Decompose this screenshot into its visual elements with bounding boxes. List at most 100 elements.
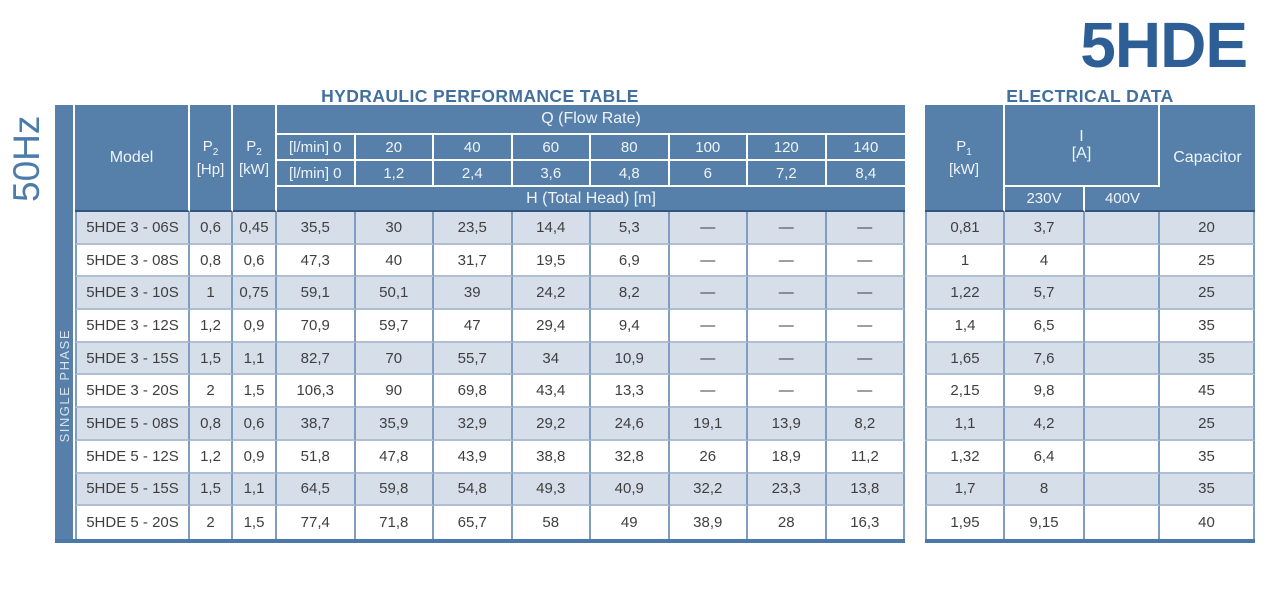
head-value-cell: 47,3 (277, 244, 356, 278)
head-value-cell: 70 (355, 342, 434, 376)
current-400v-cell (1085, 506, 1160, 539)
p1-kw-cell: 1 (925, 244, 1005, 278)
electrical-table-row: 1,7 8 35 (925, 473, 1255, 507)
head-value-cell: 9,4 (591, 310, 670, 343)
head-value-cell: 8,2 (591, 277, 670, 311)
p1-kw-cell: 0,81 (925, 212, 1005, 245)
flow-tick: 100 (669, 135, 748, 161)
p2-hp-cell: 1 (190, 277, 233, 311)
p2-hp-cell: 0,8 (190, 244, 233, 278)
flow-tick: 20 (355, 135, 434, 161)
head-value-cell: 32,2 (669, 473, 748, 507)
capacitor-cell: 20 (1160, 212, 1255, 245)
p2-kw-cell: 0,9 (233, 440, 277, 474)
current-400v-cell (1085, 244, 1160, 278)
p2-kw-cell: 1,5 (233, 506, 277, 539)
head-value-cell: 77,4 (277, 506, 356, 539)
current-400v-cell (1085, 375, 1160, 409)
p2-kw-cell: 0,75 (233, 277, 277, 311)
electrical-table-row: 2,15 9,8 45 (925, 375, 1255, 409)
head-value-cell: 40,9 (591, 473, 670, 507)
head-value-cell: 29,4 (512, 310, 591, 343)
head-value-cell: 26 (669, 440, 748, 474)
total-head-header: H (Total Head) [m] (277, 187, 906, 212)
p2-kw-cell: 0,9 (233, 310, 277, 343)
head-value-cell: 13,3 (591, 375, 670, 409)
electrical-table: P1 [kW] I [A] Capacitor 230V 400V 0,81 3… (925, 105, 1255, 539)
p2-hp-cell: 1,2 (190, 310, 233, 343)
head-value-cell: 43,4 (512, 375, 591, 409)
p2-kw-cell: 0,6 (233, 244, 277, 278)
current-230v-cell: 9,15 (1005, 506, 1085, 539)
electrical-table-row: 1,22 5,7 25 (925, 277, 1255, 311)
capacitor-cell: 25 (1160, 244, 1255, 278)
head-value-cell: 8,2 (826, 408, 906, 441)
capacitor-cell: 35 (1160, 310, 1255, 343)
electrical-table-body: 0,81 3,7 20 1 4 25 1,22 5,7 25 1,4 6,5 3… (925, 212, 1255, 539)
model-cell: 5HDE 5 - 12S (75, 440, 190, 474)
p2-kw-cell: 1,5 (233, 375, 277, 409)
head-value-cell: 32,9 (434, 408, 513, 441)
head-value-cell: — (669, 277, 748, 311)
head-value-cell: 30 (355, 212, 434, 245)
p2-hp-cell: 1,5 (190, 342, 233, 376)
flow-tick: 1,2 (355, 161, 434, 187)
head-value-cell: 49,3 (512, 473, 591, 507)
head-value-cell: — (826, 375, 906, 409)
col-header-p2-kw: P2 [kW] (233, 105, 277, 212)
capacitor-cell: 40 (1160, 506, 1255, 539)
head-value-cell: 71,8 (356, 506, 434, 539)
hydraulic-table-row: 5HDE 3 - 08S 0,8 0,6 47,3 40 31,7 19,5 6… (75, 244, 906, 278)
model-cell: 5HDE 5 - 20S (75, 506, 190, 539)
flow-rate-header: Q (Flow Rate) (277, 105, 906, 135)
frequency-label: 50Hz (6, 115, 47, 203)
head-value-cell: 49 (591, 506, 670, 539)
head-value-cell: — (748, 375, 827, 409)
current-400v-cell (1085, 408, 1160, 441)
head-value-cell: 35,5 (277, 212, 356, 245)
p2-hp-cell: 1,5 (190, 473, 233, 507)
current-400v-cell (1085, 473, 1160, 507)
head-value-cell: 31,7 (434, 244, 513, 278)
head-value-cell: 38,7 (277, 408, 356, 441)
electrical-section-title: ELECTRICAL DATA (1006, 86, 1174, 106)
capacitor-cell: 35 (1160, 440, 1255, 474)
current-400v-cell (1085, 277, 1160, 311)
flow-tick: 60 (512, 135, 591, 161)
electrical-table-row: 1,65 7,6 35 (925, 342, 1255, 376)
p1-kw-cell: 1,1 (925, 408, 1005, 441)
hydraulic-table-bottom-rule (55, 539, 905, 543)
hydraulic-table-row: 5HDE 5 - 12S 1,2 0,9 51,8 47,8 43,9 38,8… (75, 440, 906, 474)
head-value-cell: 39 (434, 277, 513, 311)
model-cell: 5HDE 5 - 08S (75, 408, 190, 441)
model-cell: 5HDE 5 - 15S (75, 473, 190, 507)
model-cell: 5HDE 3 - 08S (75, 244, 190, 278)
flow-tick: 80 (591, 135, 670, 161)
current-230v-cell: 4,2 (1005, 408, 1085, 441)
head-value-cell: 38,9 (670, 506, 748, 539)
head-value-cell: 13,9 (748, 408, 827, 441)
hydraulic-table-body: 5HDE 3 - 06S 0,6 0,45 35,5 30 23,5 14,4 … (75, 212, 906, 539)
hydraulic-table: Model P2 [Hp] P2 [kW] Q (Flow Rate) [l/m… (75, 105, 906, 539)
flow-tick: 6 (669, 161, 748, 187)
head-value-cell: 59,7 (355, 310, 434, 343)
head-value-cell: 38,8 (512, 440, 591, 474)
head-value-cell: 82,7 (277, 342, 356, 376)
head-value-cell: 59,8 (355, 473, 434, 507)
p1-kw-cell: 1,95 (925, 506, 1005, 539)
flow-tick: 3,6 (512, 161, 591, 187)
current-230v-cell: 6,4 (1005, 440, 1085, 474)
head-value-cell: 35,9 (355, 408, 434, 441)
flow-tick: 8,4 (826, 161, 906, 187)
current-400v-cell (1085, 342, 1160, 376)
current-400v-cell (1085, 310, 1160, 343)
head-value-cell: 28 (748, 506, 827, 539)
p1-kw-cell: 2,15 (925, 375, 1005, 409)
flow-tick: 40 (434, 135, 513, 161)
head-value-cell: — (826, 244, 906, 278)
head-value-cell: — (669, 375, 748, 409)
head-value-cell: 55,7 (434, 342, 513, 376)
hydraulic-section-title: HYDRAULIC PERFORMANCE TABLE (321, 86, 639, 106)
hydraulic-table-row: 5HDE 3 - 15S 1,5 1,1 82,7 70 55,7 34 10,… (75, 342, 906, 376)
flow-tick: 120 (748, 135, 827, 161)
